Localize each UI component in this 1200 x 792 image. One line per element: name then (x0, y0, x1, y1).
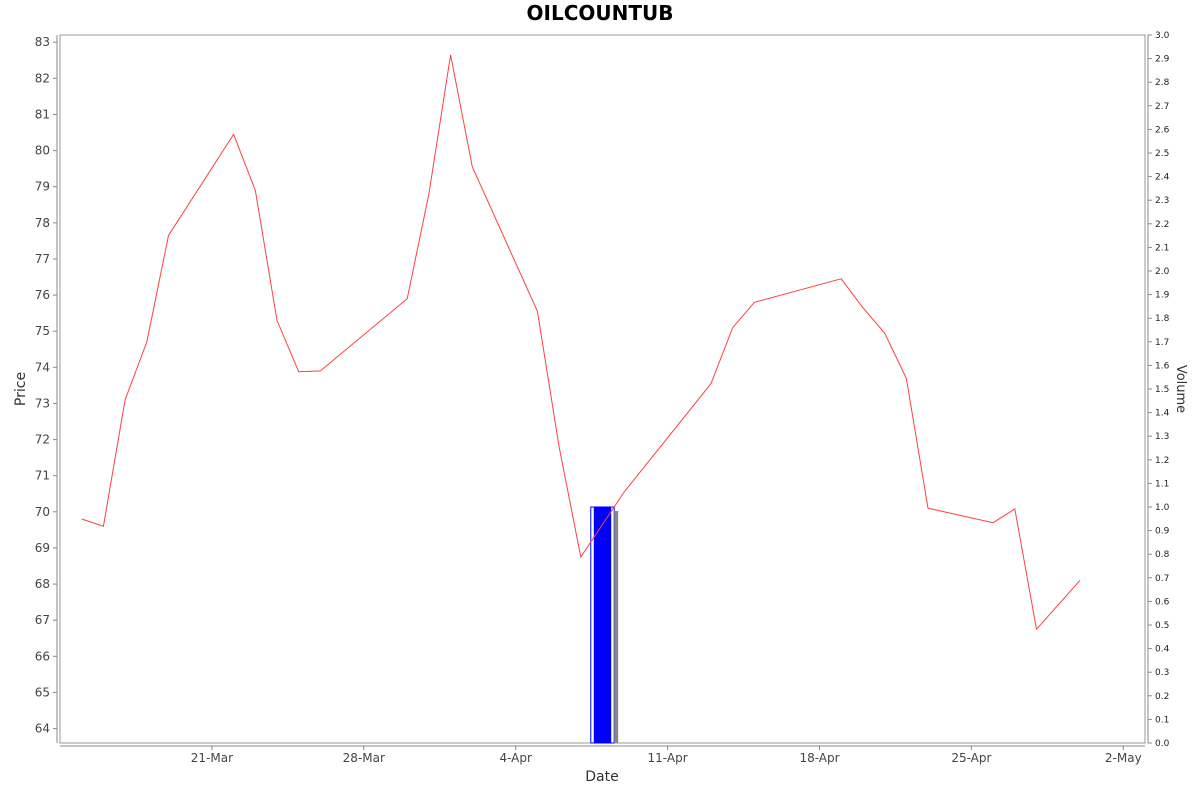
volume-tick-label: 0.8 (1155, 550, 1170, 560)
price-tick-label: 68 (35, 577, 50, 591)
volume-tick-label: 1.9 (1155, 291, 1170, 301)
volume-tick-label: 2.3 (1155, 196, 1169, 206)
volume-tick-label: 2.7 (1155, 102, 1169, 112)
volume-tick-label: 2.1 (1155, 243, 1169, 253)
price-line-series (81, 54, 1081, 631)
volume-tick-label: 2.5 (1155, 149, 1169, 159)
price-tick-label: 76 (35, 288, 50, 302)
volume-tick-label: 2.6 (1155, 125, 1170, 135)
price-tick-label: 70 (35, 505, 50, 519)
volume-tick-label: 1.3 (1155, 432, 1169, 442)
price-tick-label: 66 (35, 649, 50, 663)
volume-tick-label: 0.5 (1155, 621, 1169, 631)
price-tick-label: 77 (35, 252, 50, 266)
volume-axis: 0.0 0.1 0.2 0.3 0.4 0.5 0.6 0.7 0.8 0.9 1.0 1.1 1.2 1… (1147, 31, 1170, 749)
price-tick-label: 80 (35, 144, 50, 158)
price-tick-label: 74 (35, 360, 50, 374)
volume-tick-label: 1.1 (1155, 479, 1169, 489)
volume-tick-label: 0.7 (1155, 574, 1169, 584)
volume-tick-label: 0.0 (1155, 739, 1170, 749)
volume-tick-label: 1.0 (1155, 503, 1170, 513)
volume-tick-label: 2.8 (1155, 78, 1170, 88)
date-tick-label: 21-Mar (191, 751, 233, 765)
volume-bar-shadow (614, 511, 619, 743)
price-tick-label: 69 (35, 541, 50, 555)
date-tick-label: 11-Apr (648, 751, 688, 765)
price-tick-label: 79 (35, 180, 50, 194)
volume-tick-label: 1.7 (1155, 338, 1169, 348)
volume-tick-label: 0.6 (1155, 597, 1170, 607)
price-tick-label: 78 (35, 216, 50, 230)
volume-bars (590, 506, 619, 744)
y2-axis-title: Volume (1173, 365, 1188, 413)
volume-tick-label: 0.9 (1155, 527, 1170, 537)
volume-tick-label: 1.4 (1155, 409, 1170, 419)
volume-tick-label: 2.2 (1155, 220, 1169, 230)
price-tick-label: 75 (35, 324, 50, 338)
price-tick-label: 83 (35, 35, 50, 49)
volume-tick-label: 0.4 (1155, 645, 1170, 655)
price-tick-label: 65 (35, 685, 50, 699)
volume-tick-label: 2.9 (1155, 55, 1170, 65)
x-axis-title: Date (585, 769, 618, 785)
volume-tick-label: 0.3 (1155, 668, 1169, 678)
volume-bar (593, 507, 612, 743)
volume-tick-label: 1.8 (1155, 314, 1170, 324)
chart-title: OILCOUNTUB (527, 1, 674, 25)
date-tick-label: 2-May (1105, 751, 1142, 765)
price-tick-label: 72 (35, 433, 50, 447)
volume-tick-label: 1.5 (1155, 385, 1169, 395)
volume-tick-label: 2.4 (1155, 173, 1170, 183)
price-tick-label: 73 (35, 396, 50, 410)
price-tick-label: 64 (35, 722, 50, 736)
date-tick-label: 4-Apr (499, 751, 532, 765)
price-tick-label: 81 (35, 108, 50, 122)
price-tick-label: 71 (35, 469, 50, 483)
price-axis: 64 65 66 67 68 69 70 71 72 73 74 75 76 77 78 79 80 81 82 83 (35, 35, 58, 743)
date-tick-label: 28-Mar (343, 751, 385, 765)
price-tick-label: 67 (35, 613, 50, 627)
volume-tick-label: 1.2 (1155, 456, 1169, 466)
y-axis-title: Price (13, 372, 29, 406)
volume-tick-label: 0.1 (1155, 715, 1169, 725)
date-tick-label: 18-Apr (799, 751, 839, 765)
volume-tick-label: 0.2 (1155, 692, 1169, 702)
volume-tick-label: 2.0 (1155, 267, 1170, 277)
date-axis: 21-Mar 28-Mar 4-Apr 11-Apr 18-Apr 25-Apr 2-May (60, 745, 1145, 765)
volume-tick-label: 1.6 (1155, 361, 1170, 371)
price-line (81, 54, 1081, 631)
volume-tick-label: 3.0 (1155, 31, 1170, 41)
price-tick-label: 82 (35, 71, 50, 85)
date-tick-label: 25-Apr (951, 751, 991, 765)
